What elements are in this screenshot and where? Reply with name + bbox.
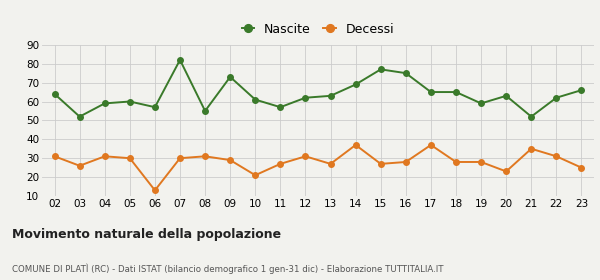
Nascite (202, 109, 209, 113)
Nascite (327, 94, 334, 97)
Decessi (377, 162, 385, 165)
Decessi (251, 174, 259, 177)
Decessi (578, 166, 585, 169)
Nascite (402, 71, 409, 75)
Decessi (277, 162, 284, 165)
Nascite (251, 98, 259, 101)
Nascite (478, 102, 485, 105)
Nascite (176, 58, 184, 62)
Decessi (503, 170, 510, 173)
Nascite (76, 115, 83, 118)
Nascite (151, 106, 158, 109)
Decessi (302, 155, 309, 158)
Text: COMUNE DI PLATÌ (RC) - Dati ISTAT (bilancio demografico 1 gen-31 dic) - Elaboraz: COMUNE DI PLATÌ (RC) - Dati ISTAT (bilan… (12, 263, 443, 274)
Decessi (327, 162, 334, 165)
Line: Decessi: Decessi (52, 142, 584, 193)
Nascite (578, 88, 585, 92)
Decessi (427, 143, 434, 147)
Decessi (126, 157, 133, 160)
Nascite (277, 106, 284, 109)
Decessi (227, 158, 234, 162)
Decessi (151, 189, 158, 192)
Nascite (227, 75, 234, 79)
Nascite (527, 115, 535, 118)
Nascite (302, 96, 309, 99)
Nascite (553, 96, 560, 99)
Decessi (176, 157, 184, 160)
Decessi (402, 160, 409, 164)
Nascite (452, 90, 460, 94)
Nascite (51, 92, 58, 96)
Line: Nascite: Nascite (52, 57, 584, 119)
Legend: Nascite, Decessi: Nascite, Decessi (236, 18, 400, 41)
Nascite (427, 90, 434, 94)
Nascite (503, 94, 510, 97)
Decessi (76, 164, 83, 167)
Nascite (377, 68, 385, 71)
Decessi (202, 155, 209, 158)
Nascite (126, 100, 133, 103)
Nascite (352, 83, 359, 86)
Decessi (553, 155, 560, 158)
Decessi (452, 160, 460, 164)
Nascite (101, 102, 109, 105)
Decessi (352, 143, 359, 147)
Decessi (101, 155, 109, 158)
Text: Movimento naturale della popolazione: Movimento naturale della popolazione (12, 228, 281, 241)
Decessi (51, 155, 58, 158)
Decessi (478, 160, 485, 164)
Decessi (527, 147, 535, 150)
